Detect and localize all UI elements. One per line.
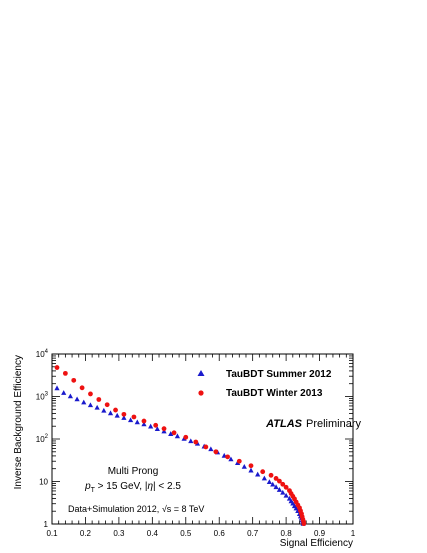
x-tick-label: 0.3 (113, 529, 125, 538)
legend-label-summer: TauBDT Summer 2012 (226, 369, 332, 380)
winter-2013-point (141, 418, 147, 424)
summer-2012-point (280, 489, 286, 495)
winter-2013-point (283, 484, 289, 490)
winter-2013-point (213, 449, 219, 455)
winter-2013-point (225, 454, 230, 460)
summer-2012-point (276, 487, 283, 492)
winter-2013-point (153, 422, 159, 428)
x-tick-label: 0.6 (214, 529, 226, 538)
data-points (54, 365, 307, 527)
pt-cut-text: > 15 GeV, | (95, 481, 148, 492)
preliminary-word: Preliminary (306, 418, 362, 430)
winter-2013-point (268, 472, 274, 478)
summer-2012-point (148, 423, 154, 429)
winter-2013-point (79, 385, 85, 391)
pt-subscript: T (91, 487, 96, 494)
winter-2013-point (301, 521, 307, 527)
x-tick-label: 0.9 (314, 529, 326, 538)
winter-2013-point (280, 481, 286, 487)
winter-2013-point (183, 434, 189, 440)
winter-2013-point (104, 402, 110, 408)
summer-2012-point (81, 399, 87, 405)
x-tick-label: 0.2 (80, 529, 92, 538)
summer-2012-point (168, 431, 174, 436)
summer-2012-point (228, 456, 234, 462)
dataset-text: Data+Simulation 2012, (68, 504, 162, 514)
summer-2012-point (241, 463, 247, 469)
winter-2013-point (131, 414, 137, 420)
summer-2012-point (283, 492, 289, 498)
category-label: Multi Prong (108, 466, 159, 477)
x-tick-label: 0.5 (180, 529, 192, 538)
y-tick-label: 102 (36, 434, 49, 444)
winter-2013-point (273, 476, 279, 481)
x-tick-label: 1 (351, 529, 356, 538)
summer-2012-point (101, 407, 107, 413)
sqrt-symbol: √ (162, 504, 167, 514)
y-tick-label: 103 (36, 392, 49, 402)
summer-2012-point (121, 415, 127, 420)
summer-2012-point (174, 433, 181, 439)
winter-2013-point (113, 407, 118, 413)
summer-2012-point (273, 484, 279, 490)
x-axis-ticks: 0.1 0.2 0.3 0.4 0.5 0.6 0.7 0.8 0.9 1 (46, 354, 356, 538)
legend-marker-summer (197, 370, 205, 376)
summer-2012-point (134, 419, 140, 425)
x-tick-label: 0.7 (247, 529, 259, 538)
winter-2013-point (121, 411, 127, 417)
dataset-label: Data+Simulation 2012, √s = 8 TeV (68, 504, 204, 514)
legend: TauBDT Summer 2012 TauBDT Winter 2013 (197, 369, 332, 399)
summer-2012-point (67, 393, 73, 399)
y-tick-label: 104 (36, 349, 49, 359)
summer-2012-point (141, 421, 147, 427)
summer-2012-point (127, 417, 134, 423)
winter-2013-point (96, 397, 102, 402)
y-axis-label: Inverse Background Efficiency (13, 355, 24, 489)
summer-2012-point (74, 396, 80, 402)
summer-2012-point (266, 479, 272, 485)
pt-symbol: p (84, 481, 91, 492)
x-tick-label: 0.1 (46, 529, 58, 538)
atlas-word: ATLAS (265, 418, 303, 430)
summer-2012-point (114, 412, 120, 418)
summer-2012-point (255, 471, 261, 477)
legend-label-winter: TauBDT Winter 2013 (226, 388, 323, 399)
y-tick-label: 1 (44, 520, 49, 529)
y-tick-label: 10 (39, 478, 48, 487)
y-axis-ticks: 1 10 102 103 104 (36, 349, 353, 529)
winter-2013-point (248, 463, 254, 469)
summer-2012-point (87, 402, 94, 408)
summer-2012-point (188, 438, 194, 444)
winter-2013-point (171, 430, 177, 436)
summer-2012-point (94, 404, 100, 410)
winter-2013-point (54, 365, 60, 370)
winter-2013-point (277, 478, 282, 484)
summer-2012-point (270, 481, 276, 487)
eta-symbol: η (147, 481, 153, 492)
summer-2012-point (154, 426, 160, 432)
winter-2013-point (161, 426, 167, 432)
summer-2012-point (107, 410, 114, 416)
winter-2013-point (193, 439, 199, 445)
summer-2012-point (248, 467, 254, 473)
legend-marker-winter (198, 390, 204, 396)
summer-2012-point (208, 446, 214, 452)
winter-2013-point (62, 370, 68, 376)
winter-2013-point (260, 469, 266, 475)
winter-2013-point (88, 391, 93, 397)
x-tick-label: 0.8 (281, 529, 293, 538)
eta-cut-text: | < 2.5 (153, 481, 181, 492)
x-tick-label: 0.4 (147, 529, 159, 538)
selection-cuts-label: pT > 15 GeV, |η| < 2.5 (84, 481, 181, 494)
winter-2013-point (203, 444, 209, 450)
summer-2012-point (61, 390, 67, 395)
atlas-label: ATLAS Preliminary (265, 418, 361, 430)
x-axis-label: Signal Efficiency (280, 538, 353, 549)
winter-2013-point (236, 458, 242, 464)
winter-2013-point (71, 377, 77, 383)
summer-2012-point (54, 385, 60, 391)
energy-text: s = 8 TeV (167, 504, 205, 514)
summer-2012-point (261, 475, 267, 481)
